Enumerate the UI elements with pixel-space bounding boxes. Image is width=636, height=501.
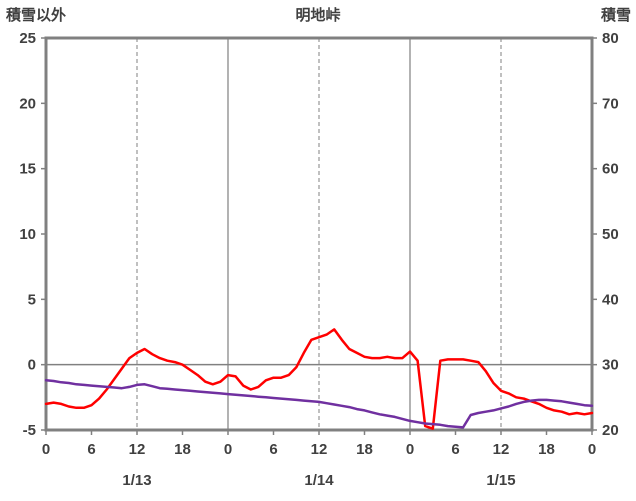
right-axis-tick-label: 70	[602, 95, 619, 112]
hour-tick-label: 0	[224, 441, 232, 458]
date-label: 1/14	[304, 472, 334, 489]
date-label: 1/15	[486, 472, 515, 489]
hour-tick-label: 12	[311, 441, 328, 458]
left-axis-tick-label: 20	[19, 95, 36, 112]
right-axis-tick-label: 30	[602, 357, 619, 374]
hour-tick-label: 6	[451, 441, 459, 458]
purple-right-axis-series-line	[44, 379, 594, 429]
hour-tick-label: 6	[269, 441, 277, 458]
left-axis-tick-label: 10	[19, 226, 36, 243]
right-axis-tick-label: 60	[602, 161, 619, 178]
right-axis-title: 積雪	[600, 7, 631, 24]
left-axis-title: 積雪以外	[6, 7, 67, 24]
left-axis-tick-label: 25	[19, 30, 36, 47]
hour-tick-label: 0	[406, 441, 414, 458]
hour-tick-label: 6	[87, 441, 95, 458]
right-axis-tick-label: 40	[602, 291, 619, 308]
hour-tick-label: 0	[42, 441, 50, 458]
hour-tick-label: 18	[174, 441, 191, 458]
left-axis-tick-label: 15	[19, 161, 36, 178]
left-axis-tick-label: 0	[28, 357, 36, 374]
hour-tick-label: 0	[588, 441, 596, 458]
red-left-axis-series-line	[44, 328, 594, 430]
chart-title: 明地峠	[295, 7, 341, 24]
left-axis-tick-label: 5	[28, 291, 36, 308]
date-label: 1/13	[122, 472, 151, 489]
left-axis-tick-label: -5	[23, 422, 36, 439]
right-axis-tick-label: 20	[602, 422, 619, 439]
right-axis-tick-label: 80	[602, 30, 619, 47]
hour-tick-label: 18	[538, 441, 555, 458]
hour-tick-label: 18	[356, 441, 373, 458]
hour-tick-label: 12	[493, 441, 510, 458]
hour-tick-label: 12	[129, 441, 146, 458]
right-axis-tick-label: 50	[602, 226, 619, 243]
